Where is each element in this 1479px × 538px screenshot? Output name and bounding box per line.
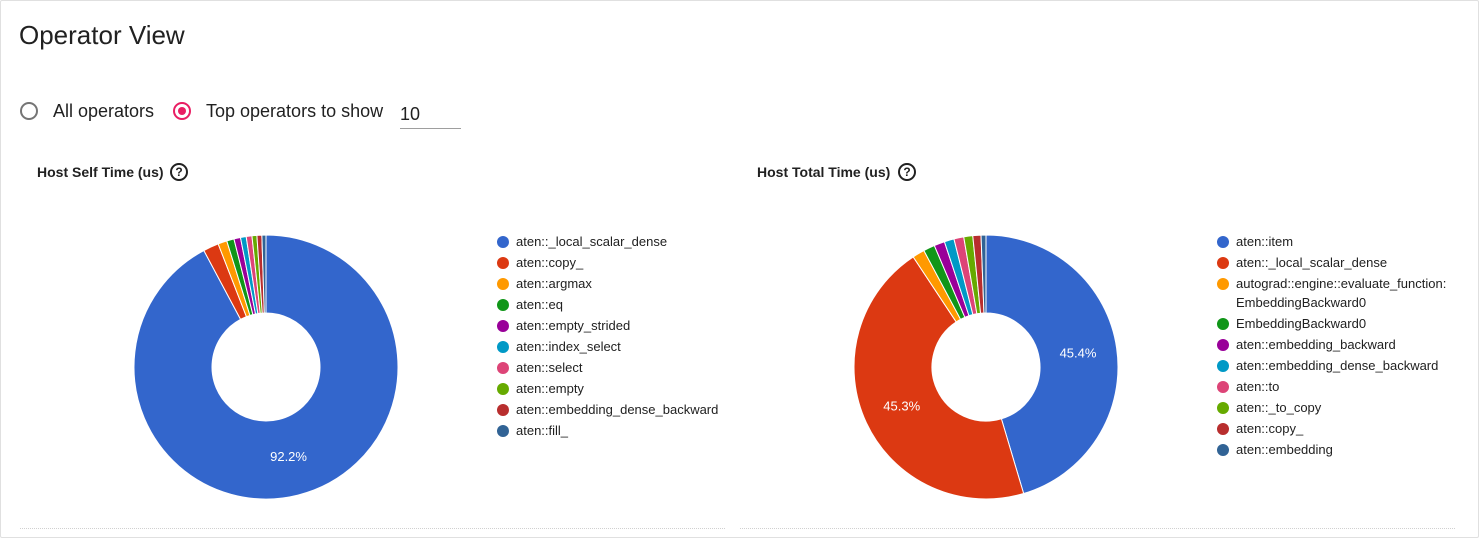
- pie-slice[interactable]: [980, 234, 987, 314]
- page-title: Operator View: [19, 20, 185, 50]
- legend-item[interactable]: aten::fill_: [497, 420, 718, 441]
- help-circle-icon[interactable]: ?: [898, 163, 916, 181]
- legend-swatch: [1217, 423, 1229, 435]
- legend-item[interactable]: aten::select: [497, 357, 718, 378]
- legend-item[interactable]: aten::_to_copy: [1217, 397, 1446, 418]
- slice-percent-label: 92.2%: [270, 449, 307, 464]
- legend-label: aten::index_select: [516, 339, 621, 354]
- legend-item[interactable]: aten::item: [1217, 231, 1446, 252]
- legend-swatch: [497, 341, 509, 353]
- legend-swatch: [497, 236, 509, 248]
- legend-label: EmbeddingBackward0: [1236, 316, 1367, 331]
- top-operators-radio[interactable]: [173, 102, 191, 120]
- legend-label: aten::argmax: [516, 276, 592, 291]
- legend-label: aten::eq: [516, 297, 563, 312]
- legend-item[interactable]: aten::embedding_dense_backward: [497, 399, 718, 420]
- legend-swatch: [1217, 236, 1229, 248]
- legend-item[interactable]: aten::embedding_backward: [1217, 334, 1446, 355]
- legend-label: aten::embedding: [1236, 442, 1333, 457]
- divider: [20, 528, 725, 529]
- all-operators-radio[interactable]: [20, 102, 38, 120]
- legend-item[interactable]: autograd::engine::evaluate_function: Emb…: [1217, 273, 1446, 313]
- legend-swatch: [1217, 402, 1229, 414]
- legend-swatch: [497, 425, 509, 437]
- legend-label: aten::empty: [516, 381, 584, 396]
- legend-item[interactable]: aten::to: [1217, 376, 1446, 397]
- legend-swatch: [1217, 444, 1229, 456]
- slice-percent-label: 45.4%: [1060, 346, 1097, 361]
- legend-item[interactable]: aten::empty: [497, 378, 718, 399]
- pie-slice[interactable]: [985, 234, 1119, 495]
- pie-slice[interactable]: [261, 234, 267, 314]
- legend-swatch: [497, 257, 509, 269]
- legend-label: aten::select: [516, 360, 583, 375]
- legend-swatch: [1217, 278, 1229, 290]
- legend-label: aten::empty_strided: [516, 318, 631, 333]
- legend-swatch: [497, 383, 509, 395]
- host-total-time-title: Host Total Time (us): [757, 164, 891, 180]
- legend-swatch: [497, 278, 509, 290]
- pie-slice[interactable]: [853, 256, 1025, 500]
- legend-label: autograd::engine::evaluate_function: Emb…: [1236, 276, 1447, 310]
- legend-label: aten::_local_scalar_dense: [516, 234, 668, 249]
- legend-swatch: [1217, 257, 1229, 269]
- legend-swatch: [1217, 381, 1229, 393]
- legend-item[interactable]: aten::embedding_dense_backward: [1217, 355, 1446, 376]
- help-circle-icon[interactable]: ?: [170, 163, 188, 181]
- legend-swatch: [497, 299, 509, 311]
- legend-item[interactable]: aten::copy_: [1217, 418, 1446, 439]
- legend-item[interactable]: aten::embedding: [1217, 439, 1446, 460]
- legend-swatch: [1217, 318, 1229, 330]
- divider: [740, 528, 1455, 529]
- legend-swatch: [497, 320, 509, 332]
- legend-item[interactable]: EmbeddingBackward0: [1217, 313, 1446, 334]
- legend-label: aten::fill_: [516, 423, 569, 438]
- all-operators-label[interactable]: All operators: [53, 101, 155, 121]
- legend-label: aten::embedding_dense_backward: [1236, 358, 1439, 373]
- legend-swatch: [1217, 360, 1229, 372]
- host-self-time-pie: 92.2%: [133, 234, 399, 500]
- legend-label: aten::copy_: [516, 255, 584, 270]
- legend-item[interactable]: aten::_local_scalar_dense: [1217, 252, 1446, 273]
- host-total-time-pie: 45.4% 45.3%: [853, 234, 1119, 500]
- legend-item[interactable]: aten::copy_: [497, 252, 718, 273]
- top-operators-label[interactable]: Top operators to show: [206, 101, 384, 121]
- host-self-time-title: Host Self Time (us): [37, 164, 164, 180]
- legend-label: aten::item: [1236, 234, 1294, 249]
- legend-label: aten::_to_copy: [1236, 400, 1322, 415]
- legend-item[interactable]: aten::argmax: [497, 273, 718, 294]
- legend-swatch: [1217, 339, 1229, 351]
- legend-label: aten::copy_: [1236, 421, 1304, 436]
- legend-swatch: [497, 362, 509, 374]
- legend-swatch: [497, 404, 509, 416]
- legend-item[interactable]: aten::index_select: [497, 336, 718, 357]
- legend-label: aten::embedding_backward: [1236, 337, 1396, 352]
- legend-item[interactable]: aten::_local_scalar_dense: [497, 231, 718, 252]
- legend-label: aten::embedding_dense_backward: [516, 402, 719, 417]
- legend-label: aten::to: [1236, 379, 1280, 394]
- legend-item[interactable]: aten::eq: [497, 294, 718, 315]
- legend-item[interactable]: aten::empty_strided: [497, 315, 718, 336]
- legend-label: aten::_local_scalar_dense: [1236, 255, 1388, 270]
- top-n-input[interactable]: [400, 100, 461, 129]
- pie-slice[interactable]: [133, 234, 399, 500]
- slice-percent-label: 45.3%: [883, 398, 920, 413]
